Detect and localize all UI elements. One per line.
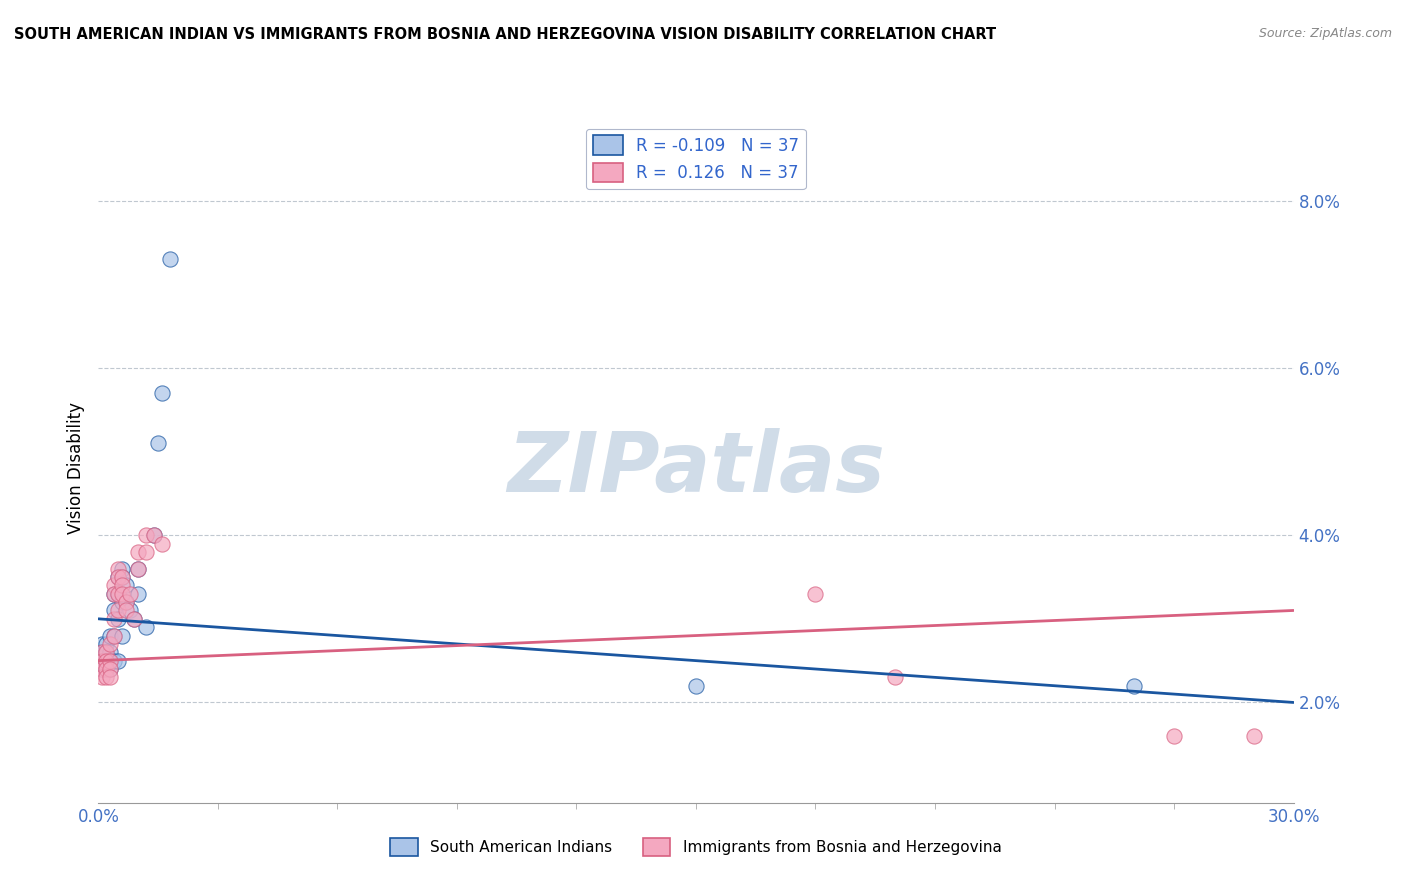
- Point: [98, 662, 122, 676]
- Text: SOUTH AMERICAN INDIAN VS IMMIGRANTS FROM BOSNIA AND HERZEGOVINA VISION DISABILIT: SOUTH AMERICAN INDIAN VS IMMIGRANTS FROM…: [14, 27, 997, 42]
- Point: [111, 578, 134, 592]
- Point: [111, 587, 134, 601]
- Point: [98, 670, 122, 684]
- Point: [91, 662, 114, 676]
- Point: [115, 603, 138, 617]
- Point: [127, 562, 149, 576]
- Point: [685, 679, 707, 693]
- Point: [111, 562, 134, 576]
- Point: [135, 620, 157, 634]
- Point: [91, 654, 114, 668]
- Point: [115, 578, 138, 592]
- Point: [91, 637, 114, 651]
- Point: [103, 612, 125, 626]
- Point: [111, 628, 134, 642]
- Point: [107, 570, 129, 584]
- Point: [107, 603, 129, 617]
- Point: [150, 536, 173, 550]
- Point: [98, 662, 122, 676]
- Point: [111, 570, 134, 584]
- Point: [124, 612, 146, 626]
- Point: [159, 252, 181, 267]
- Point: [107, 562, 129, 576]
- Point: [107, 570, 129, 584]
- Point: [1123, 679, 1146, 693]
- Point: [127, 545, 149, 559]
- Point: [107, 587, 129, 601]
- Point: [103, 628, 125, 642]
- Point: [98, 637, 122, 651]
- Point: [96, 637, 118, 651]
- Point: [107, 654, 129, 668]
- Point: [103, 654, 125, 668]
- Point: [127, 562, 149, 576]
- Point: [103, 578, 125, 592]
- Point: [804, 587, 827, 601]
- Point: [91, 670, 114, 684]
- Point: [96, 662, 118, 676]
- Point: [96, 645, 118, 659]
- Point: [96, 670, 118, 684]
- Point: [884, 670, 907, 684]
- Point: [98, 654, 122, 668]
- Point: [96, 662, 118, 676]
- Point: [103, 603, 125, 617]
- Point: [96, 654, 118, 668]
- Point: [148, 436, 170, 450]
- Point: [1163, 729, 1185, 743]
- Point: [143, 528, 166, 542]
- Point: [96, 654, 118, 668]
- Y-axis label: Vision Disability: Vision Disability: [66, 402, 84, 534]
- Point: [98, 654, 122, 668]
- Point: [111, 570, 134, 584]
- Point: [107, 612, 129, 626]
- Point: [96, 645, 118, 659]
- Point: [115, 595, 138, 609]
- Text: ZIPatlas: ZIPatlas: [508, 428, 884, 508]
- Point: [150, 386, 173, 401]
- Point: [103, 587, 125, 601]
- Point: [107, 587, 129, 601]
- Point: [91, 654, 114, 668]
- Point: [143, 528, 166, 542]
- Point: [103, 628, 125, 642]
- Point: [115, 595, 138, 609]
- Point: [120, 603, 142, 617]
- Point: [135, 528, 157, 542]
- Point: [127, 587, 149, 601]
- Point: [111, 595, 134, 609]
- Point: [1243, 729, 1265, 743]
- Point: [120, 587, 142, 601]
- Point: [98, 645, 122, 659]
- Legend: South American Indians, Immigrants from Bosnia and Herzegovina: South American Indians, Immigrants from …: [384, 832, 1008, 862]
- Point: [135, 545, 157, 559]
- Point: [91, 662, 114, 676]
- Text: Source: ZipAtlas.com: Source: ZipAtlas.com: [1258, 27, 1392, 40]
- Point: [98, 628, 122, 642]
- Point: [91, 645, 114, 659]
- Point: [124, 612, 146, 626]
- Point: [103, 587, 125, 601]
- Point: [91, 645, 114, 659]
